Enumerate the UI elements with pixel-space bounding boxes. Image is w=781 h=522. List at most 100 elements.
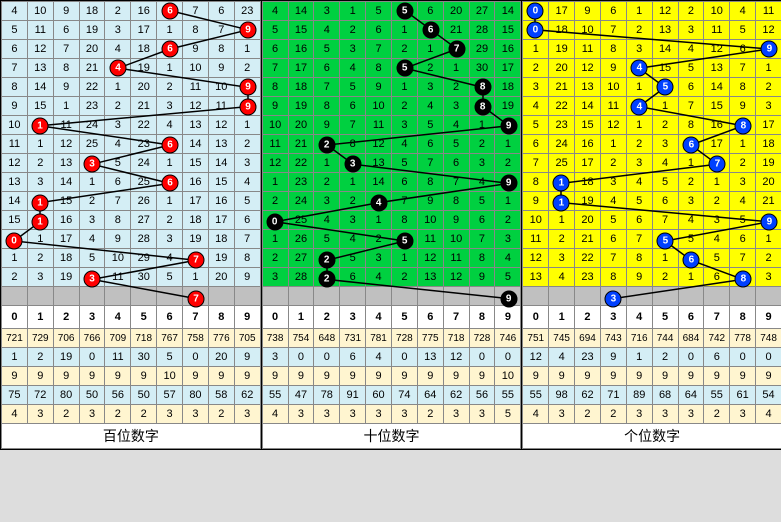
cell: 17 <box>704 135 730 154</box>
cell: 20 <box>756 173 781 192</box>
cell: 16 <box>131 2 157 21</box>
empty-cell <box>340 287 366 306</box>
header-cell: 4 <box>626 306 652 329</box>
empty-cell <box>626 287 652 306</box>
cell: 9 <box>730 97 756 116</box>
cell: 14 <box>575 97 601 116</box>
header-cell: 0 <box>262 306 288 329</box>
cell: 5 <box>495 268 521 287</box>
cell: 3 <box>469 154 495 173</box>
cell: 9 <box>262 97 288 116</box>
cell: 22 <box>575 249 601 268</box>
header-cell: 3 <box>340 306 366 329</box>
marker: 7 <box>188 290 205 307</box>
cell: 3 <box>652 135 678 154</box>
stat-cell: 12 <box>443 348 469 367</box>
cell: 1 <box>366 211 392 230</box>
cell: 11 <box>262 135 288 154</box>
cell: 5 <box>262 21 288 40</box>
stat-cell: 57 <box>157 386 183 405</box>
cell: 14 <box>495 2 521 21</box>
cell: 1 <box>391 249 417 268</box>
marker: 7 <box>709 156 726 173</box>
stat-cell: 0 <box>79 348 105 367</box>
cell: 8 <box>469 249 495 268</box>
stat-cell: 0 <box>469 348 495 367</box>
stat-cell: 55 <box>262 386 288 405</box>
empty-cell <box>157 287 183 306</box>
stat-cell: 3 <box>79 405 105 424</box>
marker: 5 <box>657 233 674 250</box>
cell: 7 <box>730 59 756 78</box>
cell: 15 <box>27 97 53 116</box>
marker: 1 <box>553 194 570 211</box>
stat-cell: 3 <box>652 405 678 424</box>
cell: 19 <box>131 59 157 78</box>
cell: 2 <box>340 21 366 40</box>
cell: 10 <box>105 249 131 268</box>
cell: 12 <box>523 249 549 268</box>
cell: 5 <box>391 154 417 173</box>
stat-cell: 23 <box>575 348 601 367</box>
cell: 1 <box>704 173 730 192</box>
cell: 4 <box>600 192 626 211</box>
stat-cell: 3 <box>469 405 495 424</box>
stat-cell: 9 <box>105 367 131 386</box>
cell: 5 <box>469 192 495 211</box>
cell: 10 <box>262 116 288 135</box>
cell: 1 <box>495 192 521 211</box>
cell: 2 <box>417 59 443 78</box>
cell: 2 <box>678 173 704 192</box>
marker: 6 <box>422 21 439 38</box>
cell: 7 <box>652 211 678 230</box>
cell: 5 <box>652 173 678 192</box>
cell: 5 <box>366 2 392 21</box>
cell: 6 <box>105 173 131 192</box>
marker: 8 <box>474 98 491 115</box>
stat-cell: 68 <box>652 386 678 405</box>
header-cell: 1 <box>27 306 53 329</box>
header-cell: 0 <box>2 306 28 329</box>
cell: 8 <box>183 21 209 40</box>
header-cell: 2 <box>575 306 601 329</box>
cell: 2 <box>262 249 288 268</box>
cell: 4 <box>262 2 288 21</box>
cell: 2 <box>678 2 704 21</box>
cell: 12 <box>600 116 626 135</box>
cell: 10 <box>183 59 209 78</box>
cell: 1 <box>27 230 53 249</box>
stat-cell: 9 <box>600 348 626 367</box>
stat-cell: 705 <box>234 329 260 348</box>
stat-cell: 1 <box>626 348 652 367</box>
cell: 25 <box>288 211 314 230</box>
cell: 1 <box>678 154 704 173</box>
cell: 9 <box>626 268 652 287</box>
cell: 1 <box>2 249 28 268</box>
cell: 1 <box>549 211 575 230</box>
grid-table: 1796112210411181072133115121191183144126… <box>522 1 781 449</box>
cell: 15 <box>704 97 730 116</box>
cell: 10 <box>2 116 28 135</box>
panel-label: 百位数字 <box>2 424 261 449</box>
cell: 11 <box>183 78 209 97</box>
cell: 6 <box>340 97 366 116</box>
cell: 2 <box>600 154 626 173</box>
stat-cell: 20 <box>208 348 234 367</box>
cell: 15 <box>2 211 28 230</box>
cell: 19 <box>575 192 601 211</box>
cell: 8 <box>234 249 260 268</box>
cell: 17 <box>131 21 157 40</box>
header-cell: 7 <box>183 306 209 329</box>
cell: 23 <box>234 2 260 21</box>
cell: 17 <box>208 211 234 230</box>
stat-cell: 9 <box>575 367 601 386</box>
cell: 8 <box>391 211 417 230</box>
stat-cell: 11 <box>105 348 131 367</box>
cell: 13 <box>523 268 549 287</box>
header-cell: 9 <box>756 306 781 329</box>
cell: 3 <box>314 2 340 21</box>
stat-cell: 12 <box>523 348 549 367</box>
marker: 3 <box>84 156 101 173</box>
cell: 18 <box>208 230 234 249</box>
cell: 20 <box>208 268 234 287</box>
